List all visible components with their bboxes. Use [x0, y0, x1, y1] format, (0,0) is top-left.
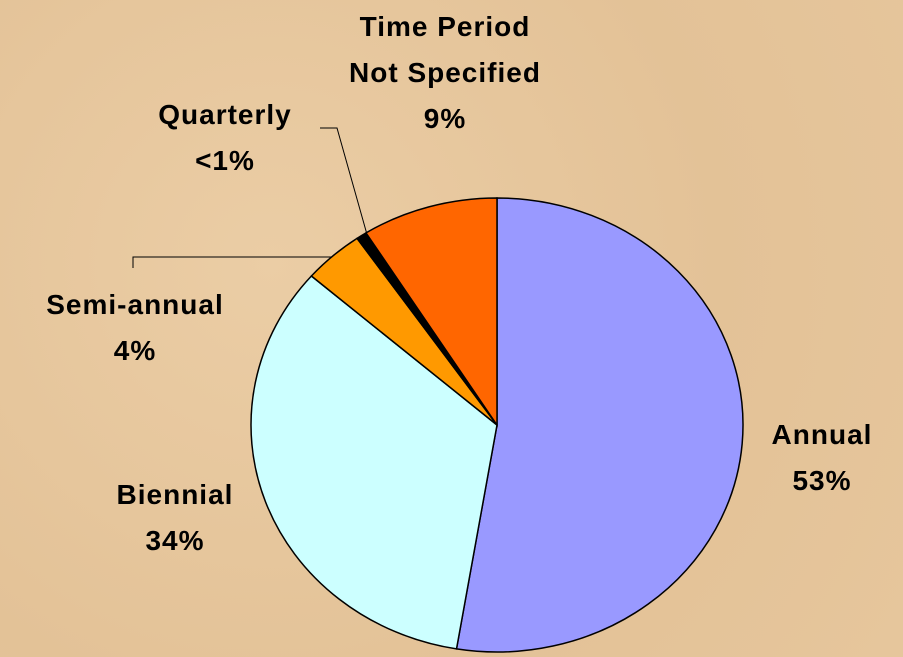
- slice-name: Biennial: [116, 479, 234, 510]
- slice-value: 53%: [792, 465, 852, 496]
- slice-label: Quarterly <1%: [125, 92, 325, 184]
- slice-name: Time Period Not Specified: [349, 11, 541, 88]
- slice-value: 34%: [145, 525, 205, 556]
- slice-name: Quarterly: [158, 99, 292, 130]
- leader-line: [320, 127, 369, 239]
- pie-slice: [250, 274, 498, 650]
- slice-label: Biennial 34%: [65, 472, 285, 564]
- slice-label: Semi-annual 4%: [5, 282, 265, 374]
- pie-slice: [455, 197, 744, 653]
- slice-value: 4%: [113, 335, 157, 366]
- slice-value: <1%: [195, 145, 255, 176]
- leader-line: [132, 256, 338, 268]
- slice-label: Annual 53%: [722, 412, 903, 504]
- slice-name: Semi-annual: [46, 289, 224, 320]
- slice-name: Annual: [771, 419, 873, 450]
- pie-slice: [364, 197, 498, 428]
- slice-label: Time Period Not Specified 9%: [338, 4, 553, 142]
- slice-value: 9%: [423, 103, 467, 134]
